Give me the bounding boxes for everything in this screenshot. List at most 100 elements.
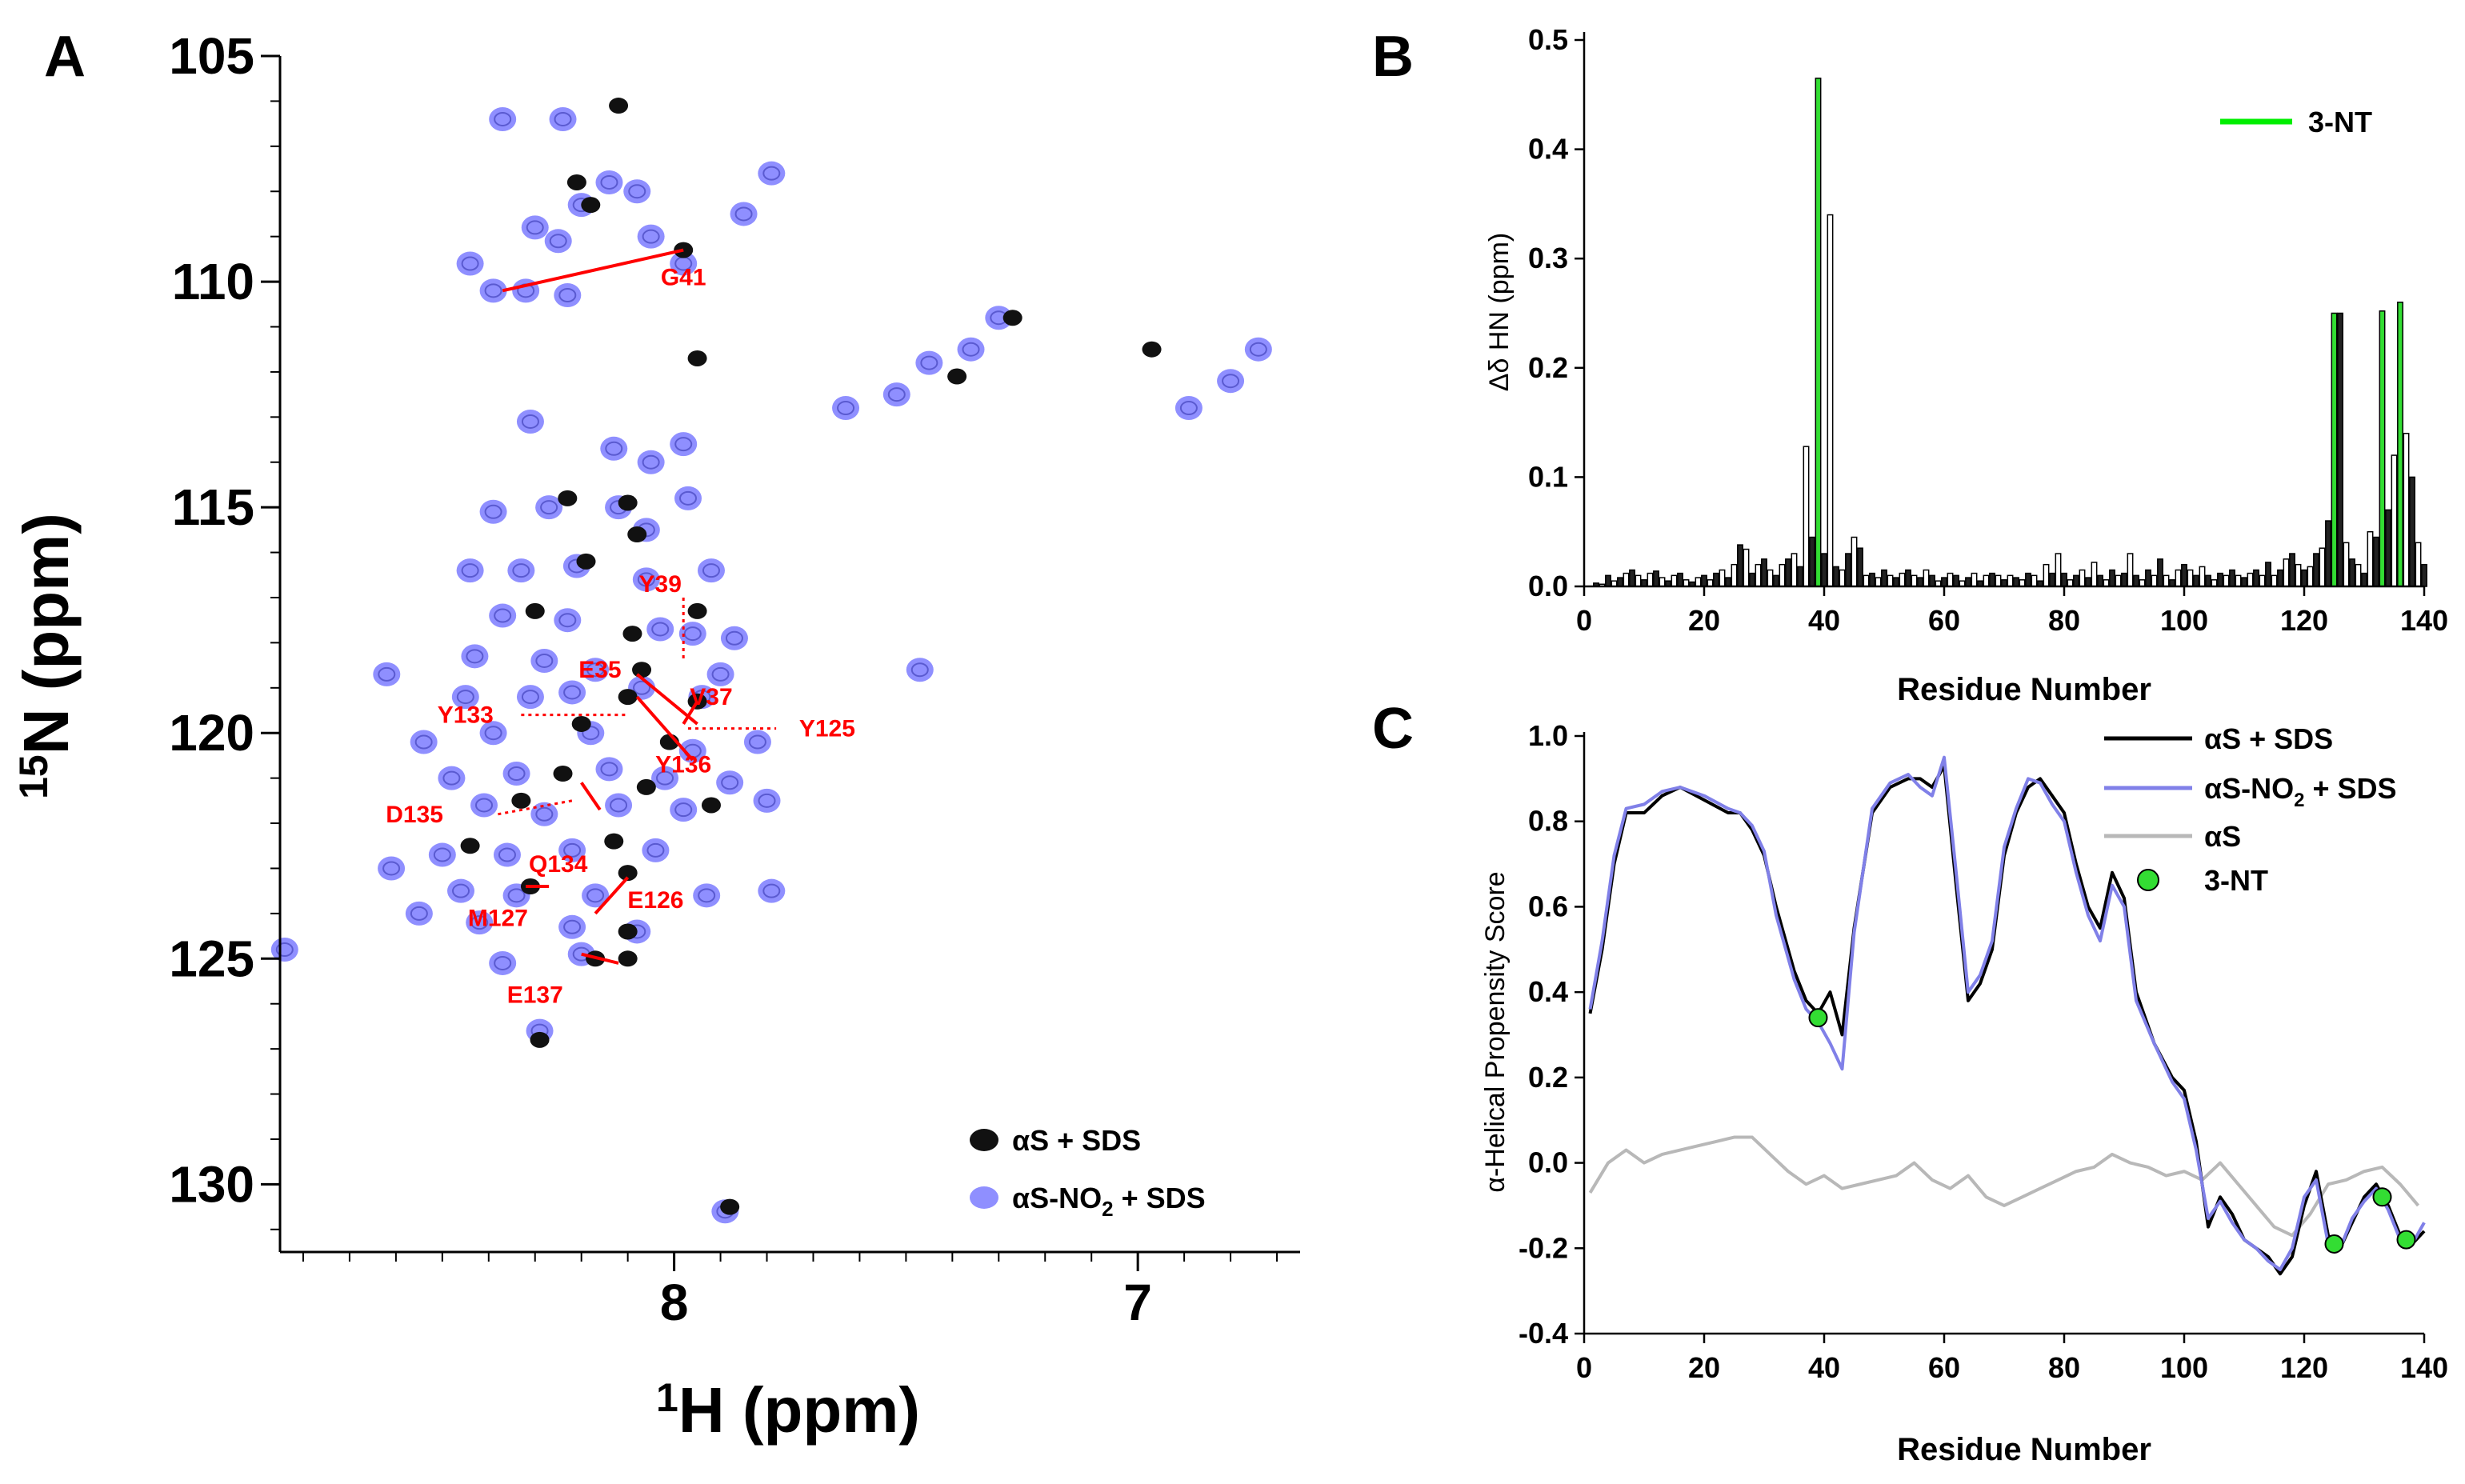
panel-a-peak-native <box>701 797 721 814</box>
panel-a-peak-nitrated-body <box>558 838 586 862</box>
panel-b-bar <box>1851 536 1858 587</box>
panel-b-bar <box>2205 574 2211 587</box>
panel-a-peak-nitrated-body <box>558 914 586 939</box>
panel-a-peak-nitrated <box>456 251 484 276</box>
panel-a-peak-nitrated <box>521 215 549 240</box>
panel-a-peak-nitrated-contour <box>456 690 474 705</box>
panel-a-peak-nitrated-contour <box>711 666 730 682</box>
panel-a-assignment-label: Y133 <box>438 702 494 729</box>
panel-b-bar <box>1725 577 1731 587</box>
panel-a-assignment: Y133 <box>438 702 628 729</box>
panel-c-x-tick-label: 60 <box>1928 1351 1960 1384</box>
panel-a-peak-nitrated-body <box>489 603 517 628</box>
panel-a-peak-nitrated-body <box>670 798 698 822</box>
panel-b-x-tick-label: 120 <box>2280 604 2328 637</box>
panel-a-peak-nitrated-contour <box>674 437 693 452</box>
panel-a-assignment-label: V37 <box>690 684 732 710</box>
panel-a-peak-native <box>618 950 638 967</box>
panel-a-peak-nitrated <box>595 757 623 782</box>
panel-a-peak-nitrated <box>697 558 725 583</box>
panel-a-peak-nitrated-contour <box>734 206 753 222</box>
panel-a-peak-nitrated-body <box>410 730 438 754</box>
panel-c-legend-label-unbound: αS <box>2204 820 2241 853</box>
panel-a-peak-nitrated-contour <box>563 685 582 700</box>
panel-c-legend: αS + SDS αS-NO2 + SDS αS 3-NT <box>2104 722 2397 897</box>
panel-a-legend: αS + SDS αS-NO2 + SDS <box>970 1124 1206 1221</box>
panel-a-peak-nitrated-contour <box>521 690 539 705</box>
panel-a-y-tick-label: 125 <box>169 930 254 987</box>
panel-a-peak-nitrated-contour <box>910 662 929 678</box>
panel-a-assignment: E137 <box>507 952 619 1008</box>
panel-a-peak-nitrated <box>516 685 544 710</box>
panel-a-peak-nitrated-body <box>456 251 484 276</box>
panel-a-peak-nitrated-contour <box>1179 401 1198 416</box>
panel-a-peak-nitrated-contour <box>920 355 938 370</box>
panel-c-y-tick-label: -0.2 <box>1519 1231 1568 1264</box>
panel-a-assignment-line <box>581 952 619 965</box>
panel-a-peak-native <box>1002 310 1022 326</box>
panel-a-peak-nitrated <box>693 883 721 908</box>
panel-b-bar <box>1701 574 1707 587</box>
panel-a-peak-nitrated-body <box>479 721 507 746</box>
panel-a-peak-nitrated-contour <box>507 888 526 903</box>
panel-a-y-ticks: 105 110 115 120 125 130 <box>169 27 280 1213</box>
panel-a-peak-nitrated-contour <box>540 500 558 515</box>
panel-a-peak-nitrated-contour <box>442 770 461 786</box>
panel-a-assignments: G41 Y39 E35 V37 Y133 Y125 Y136 D135 Q134 M127 E126… <box>386 248 855 1008</box>
panel-c-legend-label-3nt: 3-NT <box>2204 864 2268 897</box>
panel-b-y-tick-label: 0.1 <box>1528 460 1568 493</box>
panel-c-helical-propensity: C 1.0 0.8 0.6 0.4 0.2 0.0 -0.2 -0.4 0 20 40 60 80 10… <box>1372 697 2448 1467</box>
panel-c-x-tick-label: 140 <box>2400 1351 2448 1384</box>
panel-a-peak-nitrated <box>1244 337 1272 362</box>
panel-b-y-ticks: 0.0 0.1 0.2 0.3 0.4 0.5 <box>1528 23 1584 602</box>
panel-b-y-tick-label: 0.5 <box>1528 23 1568 56</box>
panel-a-peak-nitrated-body <box>493 842 521 867</box>
panel-a-peak-nitrated-contour <box>554 111 572 126</box>
panel-a-peak-native <box>636 778 656 795</box>
panel-a-peak-nitrated-body <box>637 450 665 474</box>
panel-a-peak-nitrated <box>470 793 498 818</box>
panel-a-peak-nitrated-contour <box>762 883 781 898</box>
panel-b-bar <box>1899 572 1906 587</box>
panel-a-peak-nitrated-contour <box>470 915 489 930</box>
panel-a-peak-nitrated-contour <box>600 762 618 777</box>
panel-a-peak-nitrated-body <box>1174 396 1202 421</box>
panel-a-peak-native <box>530 1031 550 1048</box>
panel-b-bar <box>1893 577 1899 587</box>
panel-c-3nt-marker <box>2324 1234 2344 1254</box>
panel-a-peak-nitrated-contour <box>414 734 433 750</box>
panel-a-nitrated-peaks <box>270 106 1272 1224</box>
panel-a-peak-nitrated-body <box>906 658 934 682</box>
panel-a-peak-nitrated-contour <box>498 847 516 862</box>
panel-a-assignment-label: M127 <box>468 906 528 932</box>
panel-a-peak-nitrated-contour <box>762 166 781 181</box>
panel-a-peak-nitrated-body <box>270 938 298 962</box>
panel-b-bar <box>1785 558 1791 587</box>
panel-a-peak-nitrated-contour <box>433 847 451 862</box>
panel-a-peak-nitrated <box>466 910 494 935</box>
panel-a-peak-nitrated-contour <box>725 630 743 646</box>
panel-b-bar <box>2061 572 2067 587</box>
panel-b-bar <box>1617 577 1623 587</box>
panel-b-bar <box>1923 569 1930 587</box>
panel-b-bar <box>1653 570 1659 587</box>
panel-a-peak-nitrated-contour <box>382 861 401 876</box>
panel-a-peak-nitrated-body <box>716 770 744 795</box>
panel-a-peak-nitrated-body <box>456 558 484 583</box>
panel-b-bar <box>2367 530 2374 587</box>
panel-a-peak-nitrated <box>516 409 544 434</box>
panel-a-peak-nitrated-body <box>489 950 517 975</box>
panel-b-bar <box>1779 563 1786 587</box>
panel-a-peak-native <box>558 490 578 506</box>
panel-a-peak-nitrated-body <box>516 685 544 710</box>
panel-a-assignment-label: D135 <box>386 802 443 828</box>
panel-a-x-tick-label: 8 <box>660 1274 689 1331</box>
panel-b-bar <box>1947 572 1954 587</box>
panel-a-peak-nitrated-contour <box>521 414 539 429</box>
panel-a-assignment: D135 <box>386 799 573 828</box>
panel-a-peak-nitrated <box>582 658 610 682</box>
panel-a-peak-nitrated-contour <box>512 563 530 578</box>
panel-b-bar <box>2355 563 2362 587</box>
panel-a-peak-nitrated-contour <box>494 955 512 970</box>
